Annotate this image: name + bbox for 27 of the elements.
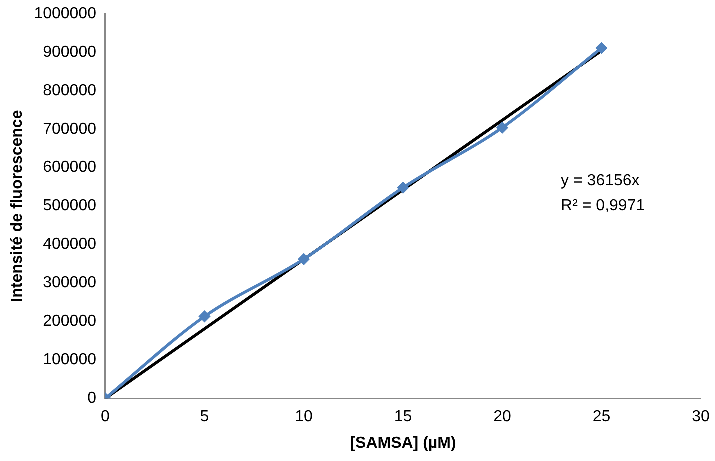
x-tick-label: 10 [295,408,313,426]
y-tick-label: 800000 [43,82,97,100]
y-tick-label: 200000 [43,313,97,330]
x-axis-title: [SAMSA] (µM) [350,434,456,452]
y-tick-label: 500000 [43,198,97,215]
y-tick-label: 0 [88,390,97,408]
annotation: y = 36156x [561,172,640,190]
point [199,311,210,322]
y-tick-label: 300000 [43,274,97,292]
y-tick-label: 400000 [43,236,97,254]
x-tick-label: 0 [101,408,110,426]
y-tick-label: 900000 [43,44,97,61]
y-tick-label: 700000 [43,120,97,138]
point [496,122,508,134]
x-tick-label: 5 [200,408,210,426]
x-tick-label: 30 [692,408,710,426]
x-tick-label: 25 [592,408,611,426]
x-tick-label: 20 [494,408,512,426]
y-tick-label: 100000 [43,352,97,369]
annotation: R² = 0,9971 [561,198,646,215]
point [298,254,310,265]
y-tick-label: 600000 [43,159,97,176]
y-tick-label: 1000000 [34,5,97,22]
x-tick-label: 15 [394,408,412,426]
y-axis-title: Intensité de fluorescence [9,110,26,302]
point [398,182,409,194]
point [596,42,608,54]
